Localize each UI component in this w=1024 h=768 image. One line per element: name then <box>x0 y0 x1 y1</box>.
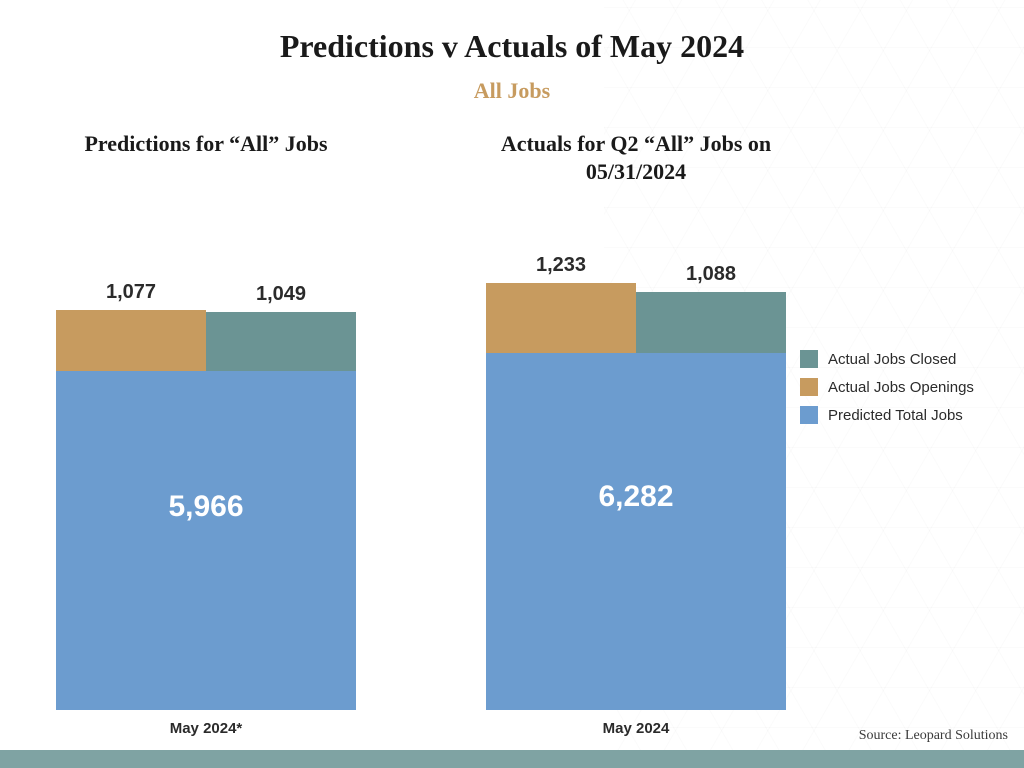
legend-label-predicted: Predicted Total Jobs <box>828 407 963 424</box>
left-closed-value: 1,049 <box>206 283 356 306</box>
right-x-label: May 2024 <box>486 720 786 737</box>
chart-subtitle: All Jobs <box>0 78 1024 104</box>
legend-label-closed: Actual Jobs Closed <box>828 351 956 368</box>
right-predicted-bar <box>486 353 786 710</box>
legend-swatch-closed <box>800 350 818 368</box>
source-text: Source: Leopard Solutions <box>859 728 1008 744</box>
left-predicted-bar <box>56 371 356 710</box>
chart-page: Predictions v Actuals of May 2024 All Jo… <box>0 0 1024 768</box>
right-panel-heading: Actuals for Q2 “All” Jobs on 05/31/2024 <box>456 130 816 185</box>
legend-label-openings: Actual Jobs Openings <box>828 379 974 396</box>
left-chart: 1,077 1,049 5,966 <box>56 290 356 710</box>
left-openings-value: 1,077 <box>56 281 206 304</box>
left-panel-heading: Predictions for “All” Jobs <box>36 130 376 158</box>
legend-swatch-openings <box>800 378 818 396</box>
right-total-value: 6,282 <box>486 480 786 514</box>
legend-item-predicted: Predicted Total Jobs <box>800 406 974 424</box>
legend-item-openings: Actual Jobs Openings <box>800 378 974 396</box>
left-x-label: May 2024* <box>56 720 356 737</box>
left-total-value: 5,966 <box>56 490 356 524</box>
right-chart: 1,233 1,088 6,282 <box>486 290 786 710</box>
legend-item-closed: Actual Jobs Closed <box>800 350 974 368</box>
footer-bar <box>0 750 1024 768</box>
legend-swatch-predicted <box>800 406 818 424</box>
legend: Actual Jobs Closed Actual Jobs Openings … <box>800 350 974 434</box>
right-openings-value: 1,233 <box>486 254 636 277</box>
chart-title: Predictions v Actuals of May 2024 <box>0 28 1024 65</box>
right-closed-value: 1,088 <box>636 263 786 286</box>
